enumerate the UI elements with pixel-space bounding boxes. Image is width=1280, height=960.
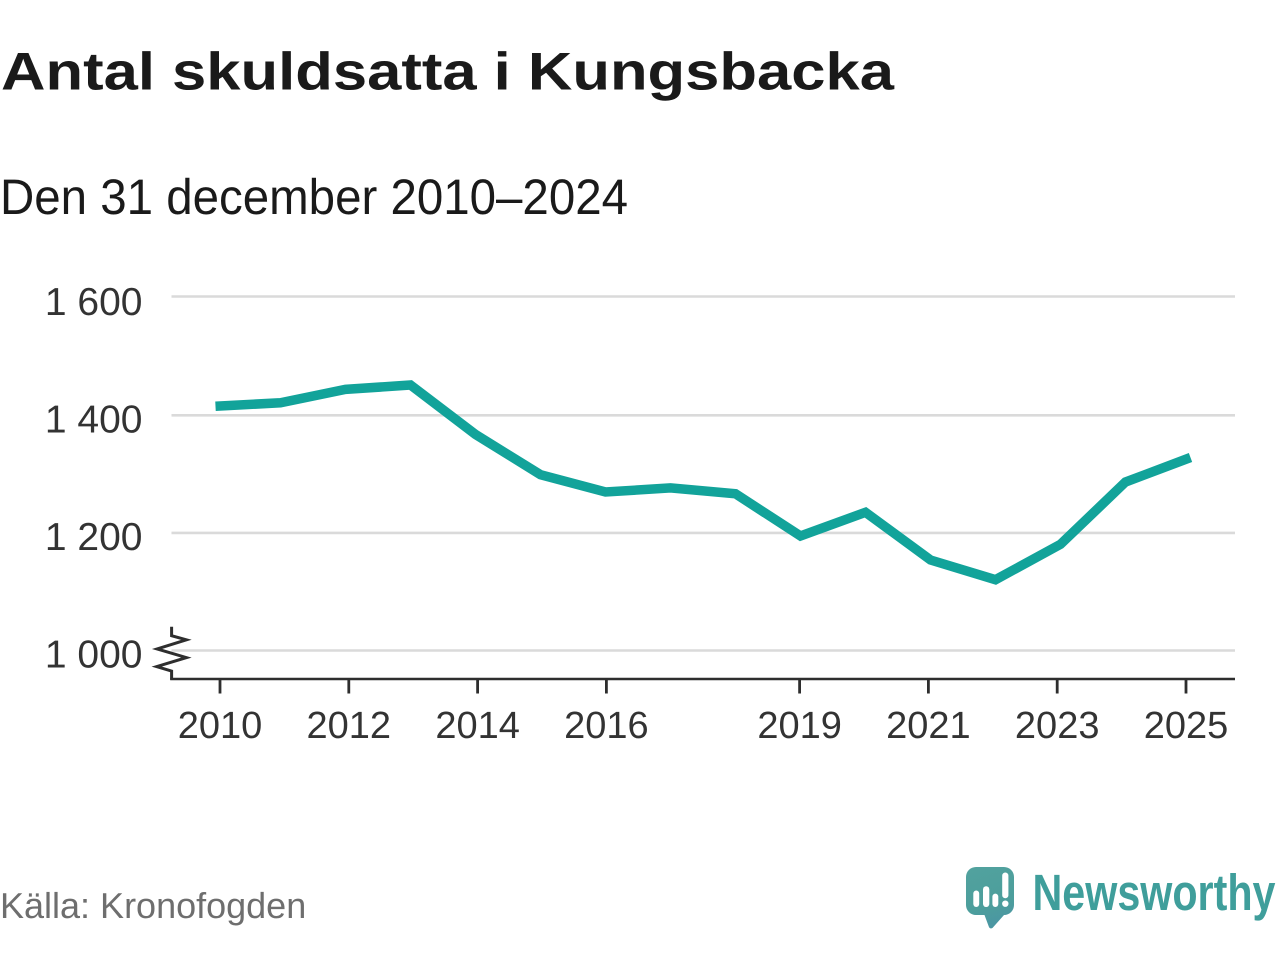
svg-text:Antal skuldsatta i Kungsbacka: Antal skuldsatta i Kungsbacka (1, 43, 895, 102)
svg-text:2012: 2012 (307, 705, 392, 747)
svg-text:Den 31 december 2010–2024: Den 31 december 2010–2024 (0, 169, 628, 225)
svg-text:1 200: 1 200 (45, 516, 143, 559)
svg-text:2025: 2025 (1144, 705, 1229, 747)
svg-text:2023: 2023 (1015, 705, 1100, 747)
svg-text:2021: 2021 (886, 705, 971, 747)
svg-text:1 000: 1 000 (45, 634, 143, 677)
svg-text:Källa: Kronofogden: Källa: Kronofogden (0, 885, 306, 926)
svg-text:2010: 2010 (178, 705, 263, 747)
svg-text:1 400: 1 400 (45, 398, 143, 441)
svg-text:2019: 2019 (757, 705, 842, 747)
svg-text:2016: 2016 (564, 705, 649, 747)
svg-text:Newsworthy: Newsworthy (1033, 864, 1277, 921)
svg-text:1 600: 1 600 (45, 281, 143, 324)
svg-text:2014: 2014 (435, 705, 520, 747)
